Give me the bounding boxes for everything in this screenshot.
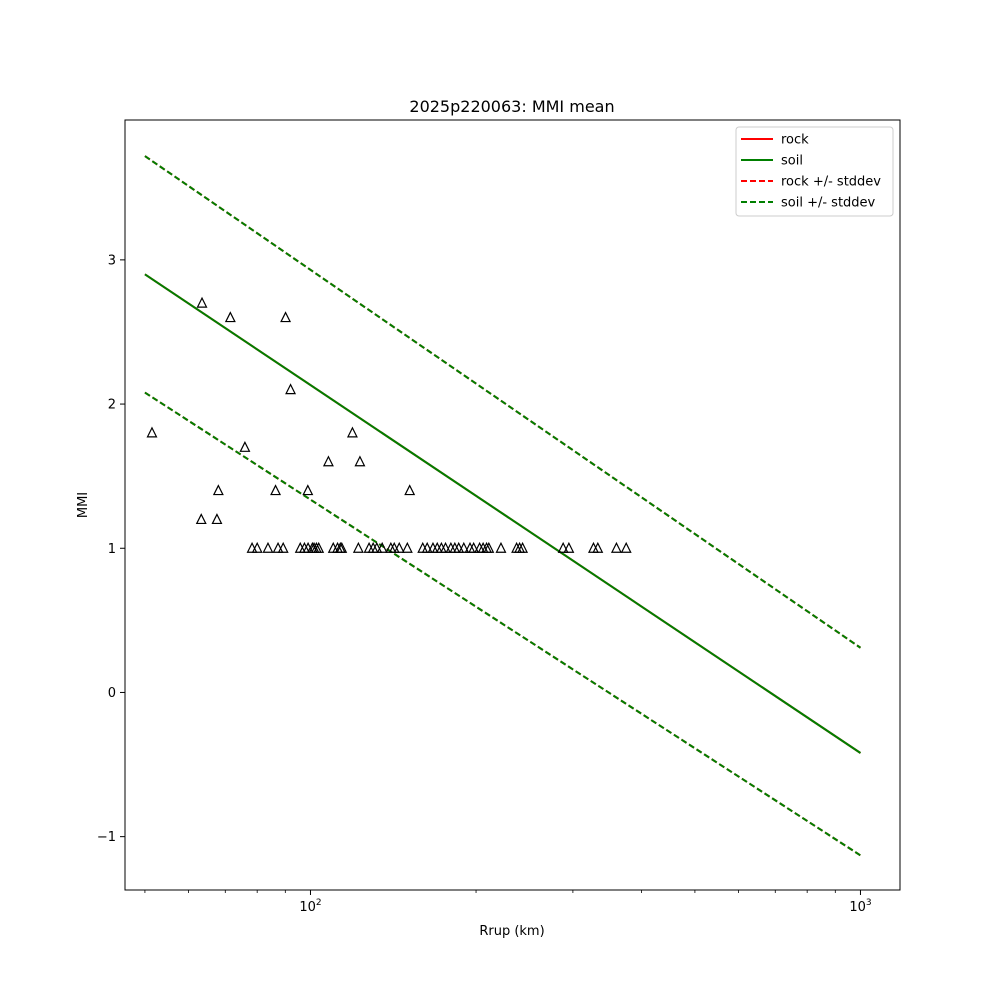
y-tick-label: 3 [108, 253, 116, 268]
station-marker [468, 541, 480, 553]
station-marker [277, 541, 289, 553]
series-line-3-lower [144, 391, 862, 857]
station-marker [376, 541, 388, 553]
plot-marks [144, 155, 862, 857]
station-marker [371, 541, 383, 553]
legend: rock soil rock +/- stddev soil +/- stddev [735, 126, 894, 217]
legend-label: rock [781, 133, 809, 148]
station-marker [280, 311, 292, 323]
legend-box [735, 126, 894, 217]
y-tick-label: 2 [108, 398, 116, 413]
station-marker [421, 541, 433, 553]
station-marker [354, 455, 366, 467]
station-marker [404, 484, 416, 496]
station-marker [440, 541, 451, 553]
station-marker [196, 296, 208, 308]
y-axis-ticks: −1 0 1 2 3 [97, 253, 125, 845]
station-marker [224, 311, 236, 323]
station-marker [352, 541, 364, 553]
station-marker [251, 541, 263, 553]
series-line-3 [144, 155, 862, 649]
y-tick-label: −1 [97, 830, 116, 845]
station-marker [262, 541, 274, 553]
station-markers [146, 296, 632, 553]
y-tick-label: 0 [108, 686, 116, 701]
station-marker [285, 383, 297, 395]
station-marker [610, 541, 622, 553]
station-marker [302, 484, 314, 496]
station-marker [239, 440, 251, 452]
station-marker [270, 484, 282, 496]
legend-label: soil +/- stddev [781, 196, 876, 211]
station-marker [393, 541, 405, 553]
station-marker [336, 541, 348, 553]
y-tick-label: 1 [108, 542, 116, 557]
x-axis-label: Rrup (km) [479, 924, 544, 939]
station-marker [458, 541, 470, 553]
station-marker [146, 426, 158, 438]
station-marker [346, 426, 358, 438]
station-marker [517, 541, 529, 553]
station-marker [401, 541, 413, 553]
station-marker [563, 541, 575, 553]
station-marker [211, 513, 223, 525]
plot-frame [124, 119, 901, 891]
station-marker [313, 541, 325, 553]
x-tick-label: 103 [849, 898, 871, 915]
station-marker [620, 541, 632, 553]
station-marker [592, 541, 604, 553]
station-marker [495, 541, 507, 553]
x-axis-ticks: 102 103 [144, 890, 872, 915]
series-line-1 [144, 273, 862, 754]
chart-title: 2025p220063: MMI mean [409, 97, 614, 116]
y-axis-label: MMI [76, 492, 91, 518]
station-marker [212, 484, 224, 496]
station-marker [483, 541, 495, 553]
legend-label: soil [781, 154, 803, 169]
x-tick-label: 102 [299, 898, 321, 915]
legend-label: rock +/- stddev [781, 175, 881, 190]
station-marker [195, 513, 207, 525]
station-marker [557, 541, 569, 553]
station-marker [322, 455, 334, 467]
